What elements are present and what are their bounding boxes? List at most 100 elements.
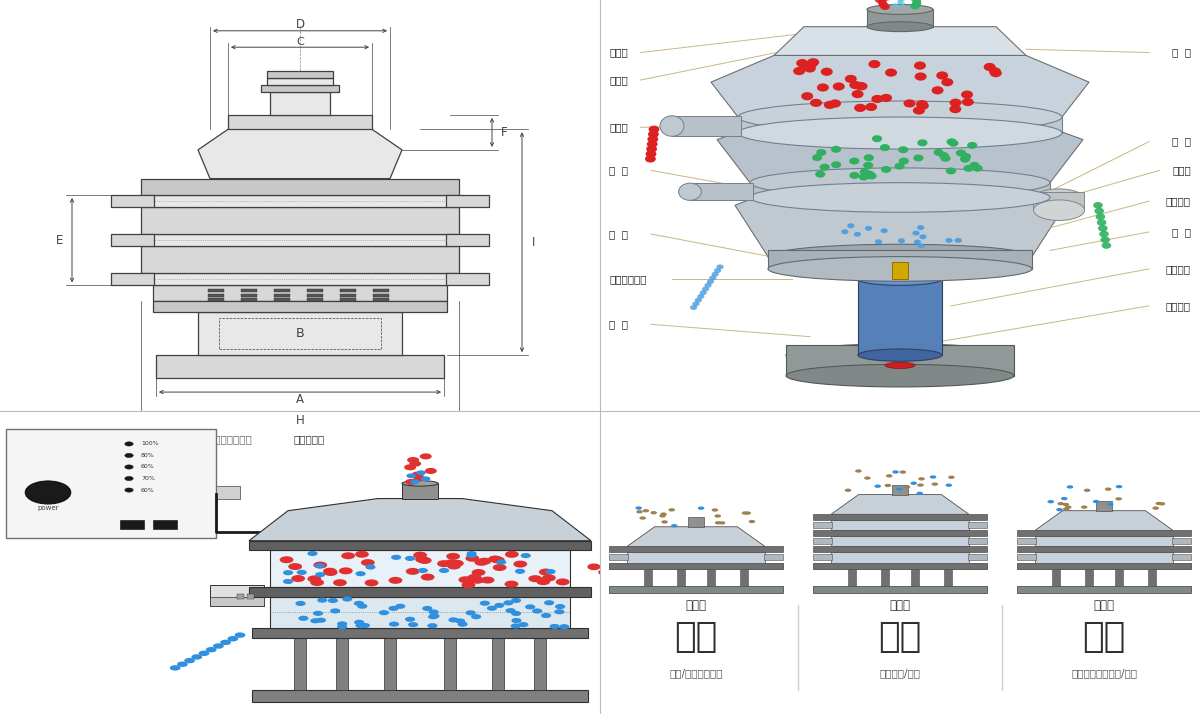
Circle shape [311,579,324,586]
Circle shape [967,142,977,149]
Bar [274,308,290,312]
Circle shape [313,561,328,568]
Text: 外形尺寸示意图: 外形尺寸示意图 [209,434,252,444]
Circle shape [361,559,374,566]
Polygon shape [718,117,1084,183]
Bar [968,538,988,544]
Circle shape [913,154,924,161]
Circle shape [884,484,892,487]
Bar [1085,569,1093,586]
Circle shape [556,578,570,585]
Text: C: C [296,37,304,47]
Text: 单层式: 单层式 [685,599,707,613]
Ellipse shape [786,364,1014,387]
Bar [240,293,258,297]
Circle shape [970,162,979,169]
Circle shape [712,508,718,512]
Circle shape [961,153,971,160]
Circle shape [882,0,890,1]
Ellipse shape [738,101,1062,133]
Text: 结构示意图: 结构示意图 [294,434,325,444]
Circle shape [466,610,475,615]
Bar [154,273,446,286]
Text: 颗粒/粉末准确分级: 颗粒/粉末准确分级 [670,668,722,678]
Circle shape [299,615,308,621]
Circle shape [690,305,697,310]
Bar [866,9,934,26]
Circle shape [421,573,434,580]
Bar [446,234,490,246]
Circle shape [845,488,851,492]
Bar [1034,552,1174,563]
Text: 100%: 100% [142,441,158,446]
Circle shape [554,604,565,609]
Circle shape [962,98,974,106]
Polygon shape [774,26,1026,56]
Circle shape [428,610,439,615]
Ellipse shape [660,116,684,136]
Circle shape [1048,500,1054,503]
Bar [240,288,258,292]
Circle shape [866,173,877,179]
Bar [142,246,460,273]
Circle shape [847,223,854,228]
Circle shape [913,106,925,115]
Ellipse shape [786,344,1014,366]
Bar [446,273,490,286]
Circle shape [214,643,224,649]
Text: 去除液体中的颗粒/异物: 去除液体中的颗粒/异物 [1072,668,1138,678]
Circle shape [511,618,522,623]
Circle shape [1056,508,1063,511]
Bar [274,293,290,297]
Circle shape [439,568,449,573]
Circle shape [804,64,816,73]
Circle shape [912,0,922,6]
Circle shape [206,647,216,653]
Bar [340,298,356,302]
Circle shape [610,574,623,581]
Circle shape [1159,502,1165,506]
Circle shape [912,0,920,4]
Bar [142,207,460,234]
Circle shape [1093,202,1103,208]
Bar [763,554,784,560]
Bar [340,303,356,307]
Polygon shape [250,498,592,540]
Text: 去除异物/结块: 去除异物/结块 [880,668,920,678]
Circle shape [931,86,943,94]
Circle shape [912,1,920,8]
Circle shape [1057,502,1064,506]
Circle shape [900,0,905,1]
Bar [307,298,324,302]
Bar [1018,586,1190,593]
Circle shape [25,481,71,504]
Circle shape [642,509,649,513]
Circle shape [865,103,877,111]
Circle shape [850,81,862,89]
Circle shape [716,264,724,269]
Circle shape [494,603,504,608]
Circle shape [918,477,925,481]
Circle shape [598,569,612,575]
Circle shape [407,473,416,478]
Bar [750,175,1050,198]
Circle shape [913,0,922,3]
Bar [1018,563,1190,569]
Circle shape [648,131,659,138]
Bar [210,597,264,606]
Circle shape [859,174,869,181]
Circle shape [919,234,926,239]
Text: E: E [56,233,64,246]
Circle shape [817,84,829,91]
Bar [274,303,290,307]
Circle shape [358,603,367,609]
Bar [210,585,264,606]
Circle shape [854,104,866,112]
Circle shape [541,613,551,618]
Circle shape [404,617,415,622]
Circle shape [317,598,328,603]
Circle shape [316,618,326,623]
Circle shape [662,602,677,608]
Text: B: B [295,327,305,341]
Circle shape [410,479,420,484]
